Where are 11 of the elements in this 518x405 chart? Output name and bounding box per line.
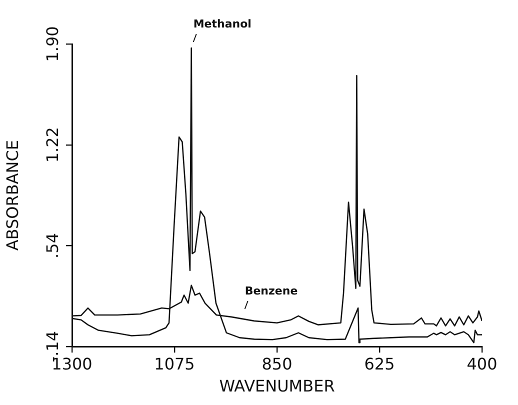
x-axis-title: WAVENUMBER xyxy=(219,376,335,396)
x-tick-label: 625 xyxy=(364,354,395,374)
annotation: Methanol xyxy=(193,17,252,30)
y-tick-label: 1.22 xyxy=(43,127,62,163)
annotation: Benzene xyxy=(244,284,298,298)
x-tick-label: 850 xyxy=(262,354,292,374)
x-tick-label: 400 xyxy=(466,354,498,374)
y-tick-label: 1.90 xyxy=(43,26,62,62)
y-tick-label: .54 xyxy=(43,233,62,258)
x-tick-label: 1075 xyxy=(154,354,195,374)
y-axis-title: ABSORBANCE xyxy=(2,140,22,251)
